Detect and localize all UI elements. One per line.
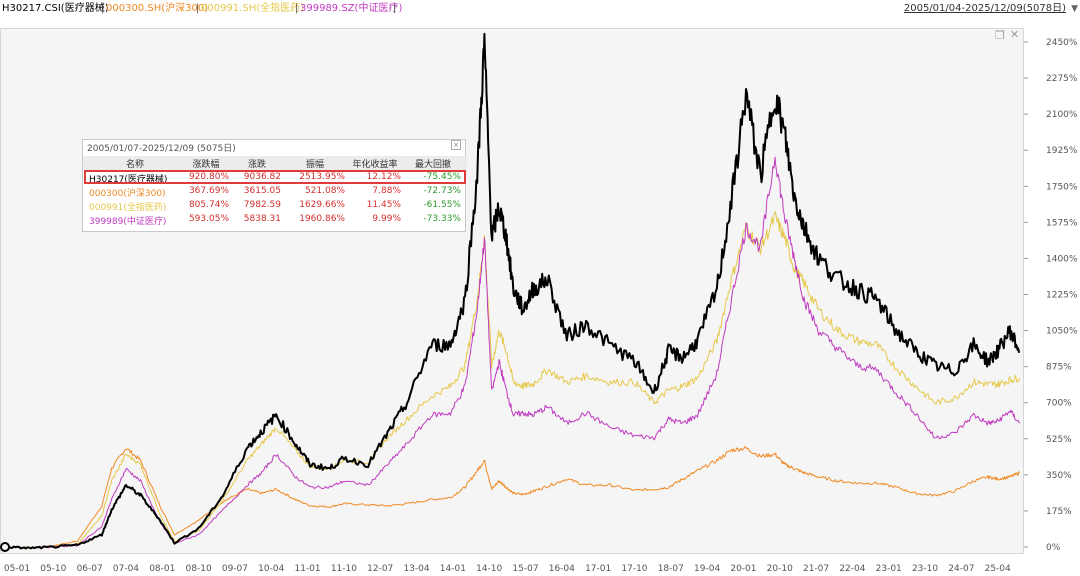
- stats-value-cell: 805.74%: [188, 200, 229, 210]
- y-tick-label: 2100%: [1046, 110, 1078, 120]
- y-tick-label: 700%: [1046, 399, 1072, 409]
- stats-value-cell: 367.69%: [188, 186, 229, 196]
- y-tick-label: 1050%: [1046, 327, 1078, 337]
- x-tick-label: 16-04: [549, 564, 575, 574]
- chart-header-bar: H30217.CSI(医疗器械) | 000300.SH(沪深300) | 000991…: [0, 0, 1080, 18]
- y-tick-label: 875%: [1046, 363, 1072, 373]
- y-tick-label: 525%: [1046, 435, 1072, 445]
- stats-value-cell: -73.33%: [423, 214, 461, 224]
- x-tick-label: 05-01: [4, 564, 30, 574]
- series-title-4[interactable]: 000991.SH(全指医药): [201, 3, 305, 14]
- stats-table-header: [83, 156, 467, 170]
- stats-period-title: 2005/01/07-2025/12/09 (5075日): [87, 144, 236, 154]
- y-tick-label: 1925%: [1046, 146, 1078, 156]
- x-tick-label: 24-07: [948, 564, 974, 574]
- stats-header-cell[interactable]: 最大回撤: [414, 160, 451, 170]
- stats-header-cell[interactable]: 振幅: [305, 160, 324, 170]
- series-line-0: [4, 32, 1021, 550]
- stats-value-cell: 521.08%: [304, 186, 345, 196]
- header-separator: |: [101, 3, 105, 14]
- x-tick-label: 08-01: [149, 564, 175, 574]
- y-tick-label: 1225%: [1046, 291, 1078, 301]
- stats-value-cell: 7.88%: [372, 186, 401, 196]
- stats-value-cell: -75.45%: [423, 172, 461, 182]
- maximize-icon[interactable]: ❐: [995, 29, 1005, 42]
- x-tick-label: 09-07: [222, 564, 248, 574]
- stats-value-cell: -72.73%: [423, 186, 461, 196]
- y-tick-label: 1400%: [1046, 254, 1078, 264]
- stats-value-cell: 9.99%: [372, 214, 401, 224]
- x-tick-label: 18-07: [658, 564, 684, 574]
- series-name-cell: 000300(沪深300): [89, 189, 166, 199]
- x-tick-label: 19-04: [694, 564, 720, 574]
- header-separator: |: [196, 3, 200, 14]
- stats-value-cell: 12.12%: [366, 172, 401, 182]
- stats-value-cell: 5838.31: [243, 214, 281, 224]
- y-tick-label: 1750%: [1046, 182, 1078, 192]
- stats-header-cell[interactable]: 涨跌: [247, 160, 266, 170]
- x-tick-label: 20-01: [730, 564, 756, 574]
- x-tick-label: 14-01: [440, 564, 466, 574]
- y-tick-label: 0%: [1046, 543, 1061, 553]
- x-tick-label: 20-10: [767, 564, 793, 574]
- header-separator: |: [393, 3, 397, 14]
- x-tick-label: 07-04: [113, 564, 139, 574]
- x-tick-label: 11-01: [294, 564, 320, 574]
- y-tick-label: 350%: [1046, 471, 1072, 481]
- x-tick-label: 11-10: [331, 564, 357, 574]
- x-tick-label: 10-04: [258, 564, 284, 574]
- series-title-2[interactable]: 000300.SH(沪深300): [106, 3, 209, 14]
- x-tick-label: 12-07: [367, 564, 393, 574]
- x-tick-label: 22-04: [839, 564, 865, 574]
- series-title-6[interactable]: 399989.SZ(中证医疗): [300, 3, 403, 14]
- start-point-marker: [0, 542, 10, 552]
- stats-value-cell: 9036.82: [243, 172, 281, 182]
- y-tick-label: 2275%: [1046, 74, 1078, 84]
- header-separator: |: [295, 3, 299, 14]
- y-tick-label: 2450%: [1046, 38, 1078, 48]
- stats-value-cell: 11.45%: [366, 200, 401, 210]
- panel-close-icon[interactable]: ×: [451, 140, 461, 150]
- x-tick-label: 13-04: [403, 564, 429, 574]
- stats-value-cell: 1629.66%: [299, 200, 345, 210]
- x-tick-label: 17-10: [621, 564, 647, 574]
- x-tick-label: 15-07: [512, 564, 538, 574]
- series-name-cell: H30217(医疗器械): [89, 175, 168, 185]
- series-line-3: [4, 156, 1021, 549]
- series-name-cell: 399989(中证医疗): [89, 217, 167, 227]
- x-tick-label: 06-07: [77, 564, 103, 574]
- stats-header-cell[interactable]: 涨跌幅: [192, 160, 220, 170]
- stats-value-cell: 2513.95%: [299, 172, 345, 182]
- stats-value-cell: -61.55%: [423, 200, 461, 210]
- stats-value-cell: 593.05%: [188, 214, 229, 224]
- x-tick-label: 17-01: [585, 564, 611, 574]
- series-line-2: [4, 211, 1021, 549]
- series-title-0[interactable]: H30217.CSI(医疗器械): [2, 3, 109, 14]
- date-range-selector[interactable]: 2005/01/04-2025/12/09(5078日): [903, 3, 1066, 14]
- x-tick-label: 25-04: [985, 564, 1011, 574]
- stats-value-cell: 920.80%: [188, 172, 229, 182]
- x-tick-label: 23-10: [912, 564, 938, 574]
- stats-legend-panel[interactable]: 2005/01/07-2025/12/09 (5075日) × 名称 涨跌幅 涨跌 振…: [82, 139, 467, 232]
- x-tick-label: 08-10: [186, 564, 212, 574]
- x-tick-label: 23-01: [876, 564, 902, 574]
- stats-header-cell[interactable]: 年化收益率: [352, 160, 398, 170]
- stats-value-cell: 3615.05: [243, 186, 281, 196]
- x-tick-label: 21-07: [803, 564, 829, 574]
- y-tick-label: 175%: [1046, 507, 1072, 517]
- stats-value-cell: 7982.59: [243, 200, 281, 210]
- highlight-frame: [84, 170, 466, 184]
- triangle-down-icon[interactable]: ▼: [1071, 4, 1078, 14]
- stats-value-cell: 1960.86%: [299, 214, 345, 224]
- close-icon[interactable]: ✕: [1010, 28, 1020, 41]
- y-tick-label: 1575%: [1046, 218, 1078, 228]
- stats-header-cell[interactable]: 名称: [125, 160, 144, 170]
- x-tick-label: 14-10: [476, 564, 502, 574]
- series-line-1: [5, 445, 1021, 549]
- series-name-cell: 000991(全指医药): [89, 203, 167, 213]
- x-tick-label: 05-10: [40, 564, 66, 574]
